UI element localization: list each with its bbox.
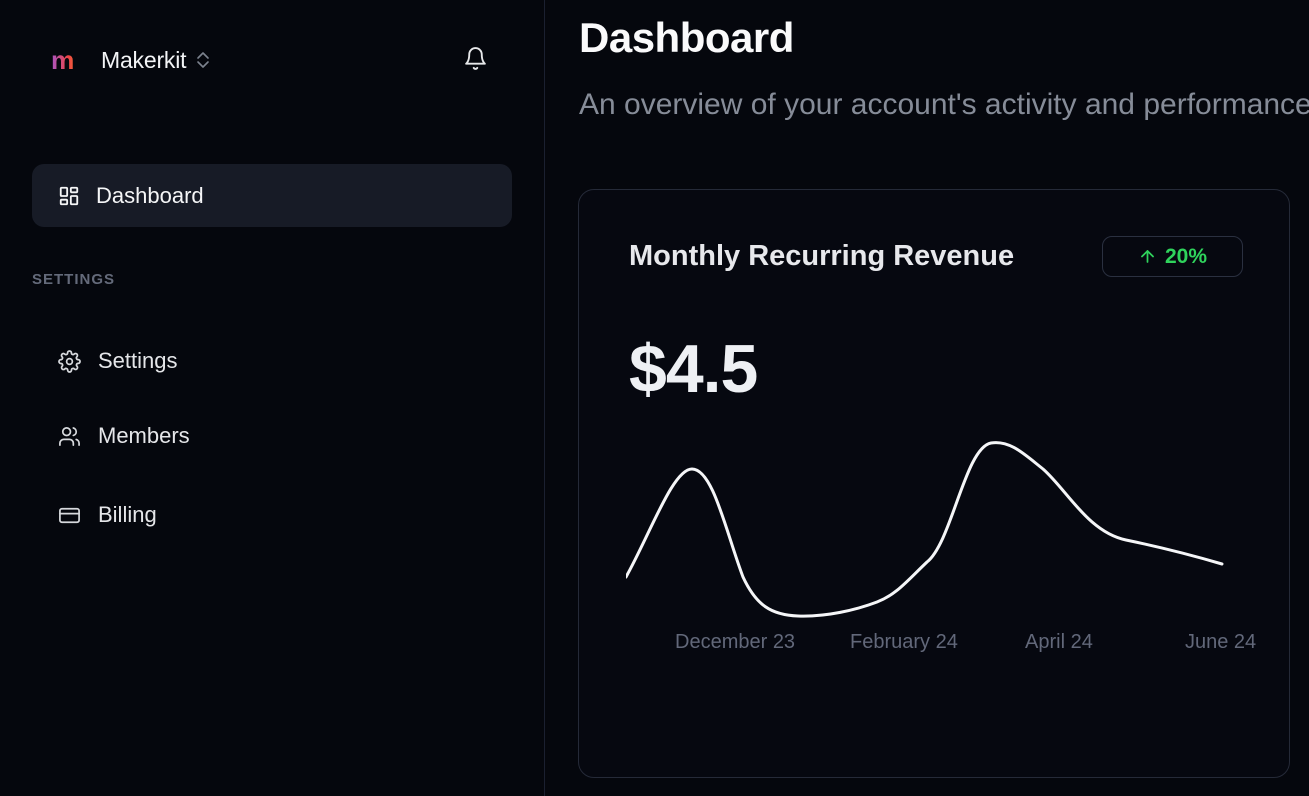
svg-text:m: m — [51, 46, 74, 74]
